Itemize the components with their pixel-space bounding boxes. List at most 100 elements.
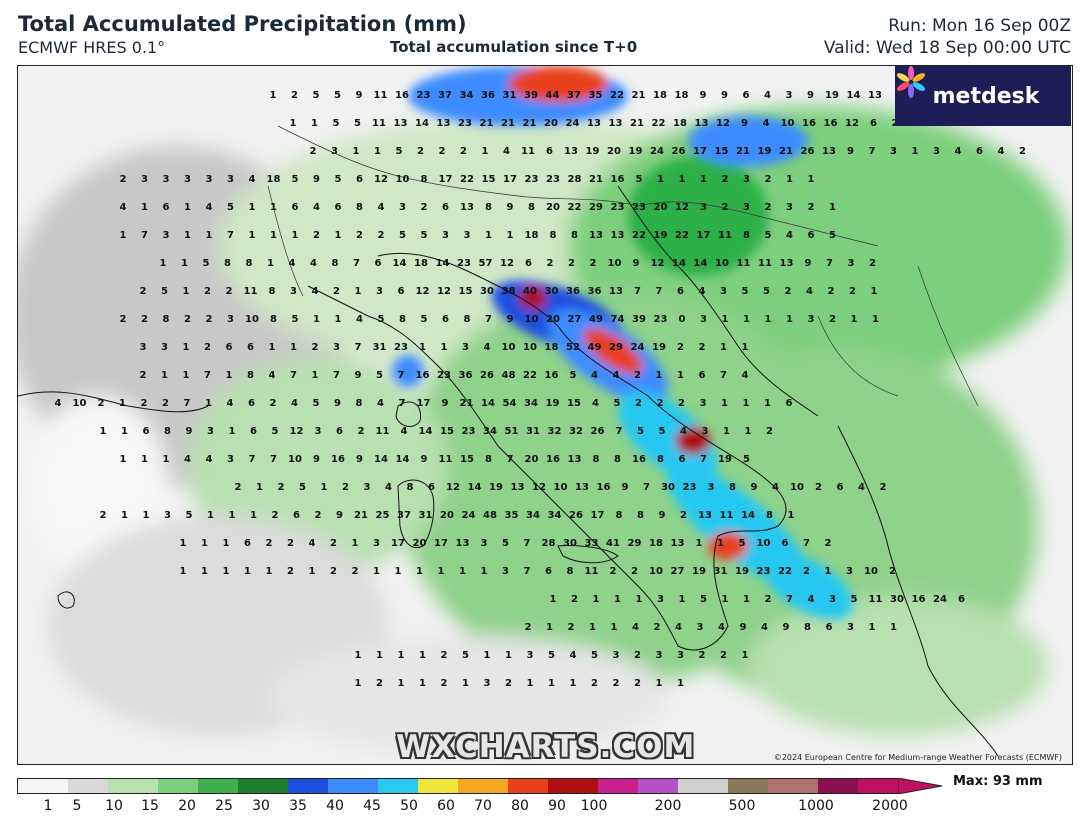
precip-value: 6 (356, 174, 363, 185)
precip-value: 4 (378, 202, 385, 213)
legend-tick: 1000 (798, 798, 834, 814)
watermark: WXCHARTS.COM (396, 729, 696, 765)
precip-value: 2 (525, 622, 532, 633)
legend-tick: 20 (178, 798, 196, 814)
precip-value: 1 (721, 398, 728, 409)
precip-value: 57 (479, 258, 493, 269)
precip-value: 2 (880, 482, 887, 493)
precip-value: 3 (527, 650, 534, 661)
legend-tick: 5 (72, 798, 82, 814)
precip-value: 23 (611, 202, 625, 213)
colorbar-cell (628, 779, 639, 793)
precip-value: 1 (398, 650, 405, 661)
legend-tick: 500 (728, 798, 756, 814)
precip-value: 2 (634, 678, 641, 689)
precip-value: 9 (356, 454, 363, 465)
precip-value: 5 (636, 174, 643, 185)
precip-value: 2 (547, 258, 554, 269)
precip-value: 13 (568, 454, 582, 465)
precip-value: 7 (616, 426, 623, 437)
precip-value: 3 (227, 314, 234, 325)
precip-value: 8 (407, 482, 414, 493)
colorbar-cell (208, 779, 219, 793)
precip-value: 19 (546, 398, 560, 409)
precip-value: 1 (229, 426, 236, 437)
precip-value: 5 (743, 454, 750, 465)
colorbar-cell (68, 779, 79, 793)
precip-value: 23 (462, 426, 476, 437)
precip-value: 13 (671, 538, 685, 549)
precip-value: 1 (636, 594, 643, 605)
precip-value: 4 (227, 398, 234, 409)
precip-value: 4 (591, 370, 598, 381)
precip-value: 1 (742, 650, 749, 661)
precip-value: 9 (805, 258, 812, 269)
precip-value: 8 (729, 482, 736, 493)
precip-value: 4 (699, 286, 706, 297)
precip-value: 1 (851, 314, 858, 325)
precip-value: 2 (803, 566, 810, 577)
precip-value: 16 (416, 370, 430, 381)
colorbar-cell (618, 779, 629, 793)
precip-value: 9 (442, 398, 449, 409)
precip-value: 1 (677, 370, 684, 381)
precip-value: 23 (546, 174, 560, 185)
precip-value: 2 (278, 482, 285, 493)
precip-value: 2 (869, 258, 876, 269)
precip-value: 4 (998, 146, 1005, 157)
precip-value: 6 (743, 90, 750, 101)
precip-value: 13 (437, 118, 451, 129)
precip-value: 1 (201, 538, 208, 549)
precip-value: 16 (545, 370, 559, 381)
precip-value: 5 (292, 174, 299, 185)
precip-value: 51 (505, 426, 519, 437)
precip-value: 4 (289, 258, 296, 269)
colorbar-cell (608, 779, 619, 793)
precip-value: 2 (313, 230, 320, 241)
precip-value: 2 (441, 678, 448, 689)
precip-value: 1 (163, 454, 170, 465)
precip-value: 2 (270, 398, 277, 409)
precip-value: 3 (290, 286, 297, 297)
precip-value: 12 (374, 174, 388, 185)
precip-value: 21 (630, 118, 644, 129)
precip-value: 10 (396, 174, 410, 185)
legend-tick: 100 (580, 798, 608, 814)
precip-value: 2 (291, 90, 298, 101)
precip-value: 1 (373, 566, 380, 577)
precip-value: 4 (742, 370, 749, 381)
precip-value: 4 (761, 622, 768, 633)
precip-value: 1 (267, 258, 274, 269)
precip-value: 9 (807, 90, 814, 101)
precip-value: 1 (270, 230, 277, 241)
precip-value: 6 (335, 202, 342, 213)
precip-value: 5 (186, 510, 193, 521)
precip-value: 26 (801, 146, 815, 157)
precip-value: 4 (632, 622, 639, 633)
precip-value: 31 (503, 90, 517, 101)
precip-value: 6 (870, 118, 877, 129)
precip-value: 13 (575, 482, 589, 493)
precip-value: 7 (290, 370, 297, 381)
precip-value: 8 (657, 454, 664, 465)
precip-value: 4 (206, 202, 213, 213)
colorbar-cell (598, 779, 609, 793)
precip-value: 21 (779, 146, 793, 157)
precip-value: 5 (227, 202, 234, 213)
precip-value: 12 (437, 286, 451, 297)
precip-value: 1 (679, 174, 686, 185)
precip-value: 30 (545, 286, 559, 297)
precip-value: 48 (483, 510, 497, 521)
precip-value: 4 (377, 398, 384, 409)
precip-value: 2 (720, 650, 727, 661)
precip-value: 1 (229, 510, 236, 521)
precip-value: 1 (720, 342, 727, 353)
precip-value: 2 (206, 314, 213, 325)
colorbar-cell (818, 779, 829, 793)
precip-value: 2 (505, 678, 512, 689)
precip-value: 1 (205, 398, 212, 409)
precip-value: 2 (765, 174, 772, 185)
precip-value: 23 (632, 202, 646, 213)
colorbar-cell (58, 779, 69, 793)
precip-value: 35 (589, 90, 603, 101)
